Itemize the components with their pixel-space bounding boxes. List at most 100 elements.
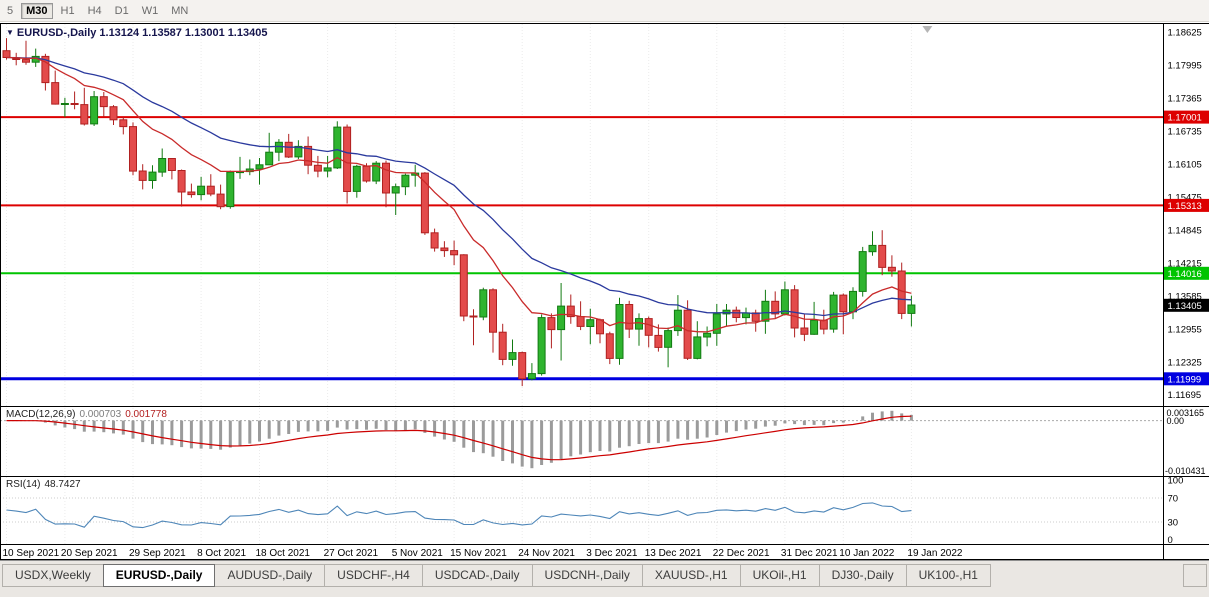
candle: [401, 173, 410, 196]
chart-canvas[interactable]: 10 Sep 2021 20 Sep 2021 29 Sep 2021 8 Oct 2…: [0, 23, 1209, 560]
rsi-title: RSI(14): [6, 479, 41, 490]
candle: [537, 314, 546, 376]
legend-symbol: EURUSD-,Daily: [16, 27, 97, 39]
chart-tab-audusd-daily[interactable]: AUDUSD-,Daily: [214, 564, 326, 587]
candle: [450, 240, 459, 266]
price-label: 1.14845: [1168, 225, 1202, 236]
price-badge-1.11999: 1.11999: [1164, 372, 1209, 386]
chart-tab-usdx-weekly[interactable]: USDX,Weekly: [2, 564, 104, 587]
candles: [2, 38, 916, 387]
candle: [810, 301, 819, 335]
price-label: 1.12955: [1168, 324, 1202, 335]
chart-tab-dj30-daily[interactable]: DJ30-,Daily: [818, 564, 907, 587]
macd-signal-line: [6, 415, 912, 461]
rsi-axis: 100 70 30 0: [1168, 476, 1184, 547]
candle: [99, 92, 108, 117]
svg-text:0: 0: [1168, 535, 1173, 546]
candle: [654, 324, 663, 352]
date-label: 13 Dec 2021: [645, 548, 702, 559]
candle: [703, 326, 712, 347]
candle: [129, 122, 137, 176]
candle: [557, 283, 566, 361]
candle: [586, 308, 595, 345]
candle: [868, 231, 877, 256]
chart-tab-eurusd-daily[interactable]: EURUSD-,Daily: [102, 564, 216, 587]
date-label: 3 Dec 2021: [586, 548, 638, 559]
candle: [625, 300, 634, 338]
timeframe-button-5[interactable]: 5: [7, 4, 14, 17]
candle: [771, 291, 780, 319]
candle: [518, 351, 527, 387]
timeframe-button-h4[interactable]: H4: [87, 4, 102, 17]
candle: [644, 316, 653, 348]
chart-background: [0, 23, 1209, 560]
date-label: 5 Nov 2021: [392, 548, 444, 559]
timeframe-button-d1[interactable]: D1: [114, 4, 129, 17]
svg-text:1.13405: 1.13405: [1168, 301, 1202, 312]
chart-legend: ▼ EURUSD-,Daily 1.13124 1.13587 1.13001 1.134…: [6, 27, 270, 39]
legend-high: 1.13587: [142, 27, 182, 39]
current-price-badge: 1.13405: [1164, 298, 1209, 312]
candle: [479, 287, 488, 321]
macd-signal-value: 0.001778: [125, 409, 167, 420]
date-label: 15 Nov 2021: [450, 548, 507, 559]
candle: [216, 184, 225, 210]
date-label: 8 Oct 2021: [197, 548, 246, 559]
legend-open: 1.13124: [99, 27, 140, 39]
price-badge-1.15313: 1.15313: [1164, 198, 1209, 212]
candle: [304, 136, 313, 175]
date-label: 24 Nov 2021: [518, 548, 575, 559]
legend-low: 1.13001: [184, 27, 225, 39]
candle: [323, 155, 332, 178]
candle: [527, 363, 536, 381]
svg-text:1.15313: 1.15313: [1168, 201, 1202, 212]
chart-tab-usdchf-h4[interactable]: USDCHF-,H4: [324, 564, 423, 587]
time-axis[interactable]: 10 Sep 2021 20 Sep 2021 29 Sep 2021 8 Oct 2…: [3, 548, 963, 559]
date-label: 10 Sep 2021: [3, 548, 60, 559]
chart-tab-xauusd-h1[interactable]: XAUUSD-,H1: [641, 564, 741, 587]
candle: [887, 255, 896, 277]
chart-area[interactable]: 10 Sep 2021 20 Sep 2021 29 Sep 2021 8 Oct 2…: [0, 23, 1209, 560]
date-label: 19 Jan 2022: [907, 548, 962, 559]
svg-text:30: 30: [1168, 518, 1179, 529]
timeframe-button-m30[interactable]: M30: [21, 2, 53, 19]
date-label: 22 Dec 2021: [713, 548, 770, 559]
svg-text:100: 100: [1168, 476, 1184, 487]
price-label: 1.13585: [1168, 291, 1202, 302]
macd-label: MACD(12,26,9) 0.000703 0.001778: [6, 409, 171, 420]
candle: [109, 105, 118, 125]
price-label: 1.12325: [1168, 357, 1202, 368]
candle: [12, 52, 21, 66]
candle: [693, 321, 702, 360]
candle: [469, 309, 478, 346]
chart-tab-usdcad-daily[interactable]: USDCAD-,Daily: [421, 564, 533, 587]
timeframe-button-h1[interactable]: H1: [60, 4, 75, 17]
date-label: 18 Oct 2021: [256, 548, 311, 559]
price-label: 1.18625: [1168, 28, 1202, 39]
tab-scroll-area[interactable]: [1183, 564, 1207, 587]
candle: [732, 306, 741, 323]
timeframe-button-mn[interactable]: MN: [171, 4, 189, 17]
candle: [761, 289, 770, 334]
candle: [138, 164, 147, 190]
date-label: 29 Sep 2021: [129, 548, 186, 559]
candle: [712, 304, 721, 346]
price-badge-1.17001: 1.17001: [1164, 110, 1209, 124]
candle: [829, 291, 838, 333]
chart-tab-ukoil-h1[interactable]: UKOil-,H1: [739, 564, 820, 587]
candle: [907, 295, 916, 327]
timeframe-button-w1[interactable]: W1: [141, 4, 159, 17]
candle: [148, 165, 157, 189]
candle: [313, 155, 322, 178]
candle: [187, 183, 196, 198]
candle: [858, 246, 867, 297]
candle: [673, 295, 682, 336]
candle: [615, 297, 624, 365]
price-label: 1.17365: [1168, 94, 1202, 105]
ma-fast-line: [6, 56, 912, 333]
chart-tab-usdcnh-daily[interactable]: USDCNH-,Daily: [531, 564, 643, 587]
chart-tab-uk100-h1[interactable]: UK100-,H1: [905, 564, 991, 587]
symbol-dropdown-icon[interactable]: ▼: [6, 28, 14, 37]
price-axis[interactable]: 1.18625 1.17995 1.17365 1.16735 1.16105 1.154…: [1168, 28, 1202, 402]
